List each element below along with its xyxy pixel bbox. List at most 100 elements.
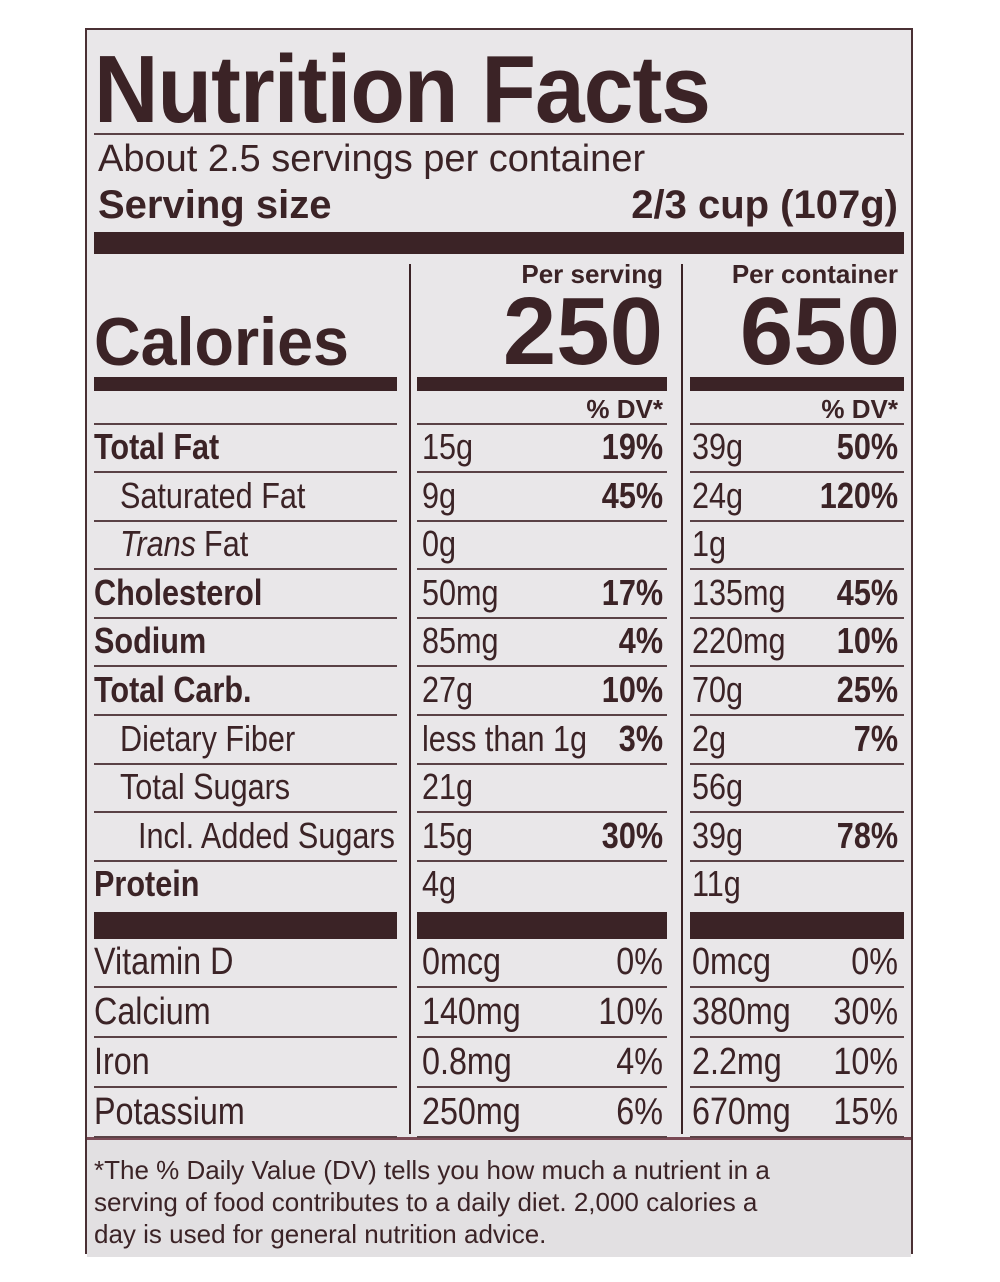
container-amount: 39g (692, 426, 744, 467)
serving-amount: 250mg (422, 1091, 521, 1133)
rule (417, 1136, 667, 1138)
rule (690, 616, 904, 619)
rule (94, 423, 397, 425)
rule (94, 1036, 397, 1038)
rule (417, 616, 667, 619)
container-dv: 25% (836, 669, 898, 710)
serving-dv: 45% (601, 474, 663, 516)
serving-amount: less than 1g (422, 717, 588, 759)
nutrient-name: Sodium (94, 620, 207, 662)
vitamin-name: Vitamin D (94, 941, 234, 983)
rule (417, 762, 667, 765)
thick-bar (417, 912, 667, 939)
serving-amount: 4g (422, 863, 457, 905)
nutrient-name: Protein (94, 863, 200, 905)
container-amount: 0mcg (692, 941, 771, 983)
rule (690, 423, 904, 425)
serving-amount: 0.8mg (422, 1041, 512, 1083)
serving-amount: 27g (422, 669, 474, 710)
container-amount: 1g (692, 523, 727, 565)
container-amount: 39g (692, 814, 744, 856)
thick-bar (417, 377, 667, 391)
rule (417, 471, 667, 473)
nutrient-name: Cholesterol (94, 571, 263, 613)
vitamin-name: Potassium (94, 1091, 245, 1133)
thick-bar (94, 377, 397, 391)
nutrient-name: Total Carb. (94, 669, 252, 710)
rule (94, 1136, 397, 1138)
nutrient-name: Fat (203, 523, 249, 565)
container-dv: 15% (833, 1091, 898, 1133)
rule (94, 519, 397, 522)
container-amount: 56g (692, 766, 744, 808)
rule (417, 568, 667, 571)
serving-dv: 30% (601, 814, 663, 856)
rule (417, 1086, 667, 1088)
serving-dv: 3% (618, 717, 663, 759)
serving-size-value: 2/3 cup (107g) (631, 183, 898, 227)
container-dv: 10% (836, 620, 898, 662)
nutrient-name: Incl. Added Sugars (138, 814, 395, 856)
calories-per-serving: 250 (502, 278, 663, 385)
footnote-box (87, 1137, 911, 1257)
rule (690, 859, 904, 862)
container-dv: 45% (836, 571, 898, 613)
serving-amount: 9g (422, 474, 457, 516)
container-amount: 11g (692, 863, 741, 905)
rule (94, 762, 397, 765)
rule (94, 811, 397, 814)
rule (690, 665, 904, 668)
rule (94, 1086, 397, 1088)
rule (94, 133, 904, 135)
serving-dv: 10% (601, 669, 663, 710)
serving-amount: 85mg (422, 620, 499, 662)
footnote-line: *The % Daily Value (DV) tells you how mu… (94, 1155, 770, 1185)
rule (417, 811, 667, 814)
serving-amount: 50mg (422, 571, 499, 613)
servings-per-container: About 2.5 servings per container (98, 138, 646, 180)
rule (690, 1136, 904, 1138)
nutrient-name: Total Fat (94, 426, 220, 467)
container-dv: 50% (836, 426, 898, 467)
nutrient-name-italic: Trans (120, 523, 196, 565)
serving-amount: 15g (422, 814, 474, 856)
container-dv: 0% (851, 941, 898, 983)
rule (417, 665, 667, 668)
dv-heading: % DV* (586, 394, 663, 424)
serving-dv: 6% (616, 1091, 663, 1133)
serving-dv: 19% (601, 426, 663, 467)
rule (94, 616, 397, 619)
serving-amount: 0mcg (422, 941, 501, 983)
rule (690, 519, 904, 522)
serving-dv: 0% (616, 941, 663, 983)
serving-size-label: Serving size (98, 183, 332, 227)
rule (417, 519, 667, 522)
rule (690, 986, 904, 988)
container-amount: 2.2mg (692, 1041, 782, 1083)
thick-bar (94, 232, 904, 254)
rule (690, 568, 904, 571)
serving-dv: 10% (598, 991, 663, 1033)
serving-amount: 140mg (422, 991, 521, 1033)
rule (417, 423, 667, 425)
rule (690, 762, 904, 765)
rule (94, 471, 397, 473)
container-amount: 220mg (692, 620, 786, 662)
container-dv: 78% (836, 814, 898, 856)
serving-amount: 0g (422, 523, 457, 565)
container-amount: 135mg (692, 571, 786, 613)
thick-bar (690, 377, 904, 391)
container-amount: 70g (692, 669, 744, 710)
thick-bar (94, 912, 397, 939)
container-amount: 24g (692, 474, 744, 516)
vitamin-name: Calcium (94, 991, 211, 1033)
container-dv: 120% (819, 474, 898, 516)
calories-per-container: 650 (739, 278, 900, 385)
rule (417, 1036, 667, 1038)
rule (94, 986, 397, 988)
rule (94, 665, 397, 668)
rule (417, 986, 667, 988)
dv-heading: % DV* (821, 394, 898, 424)
container-amount: 670mg (692, 1091, 791, 1133)
